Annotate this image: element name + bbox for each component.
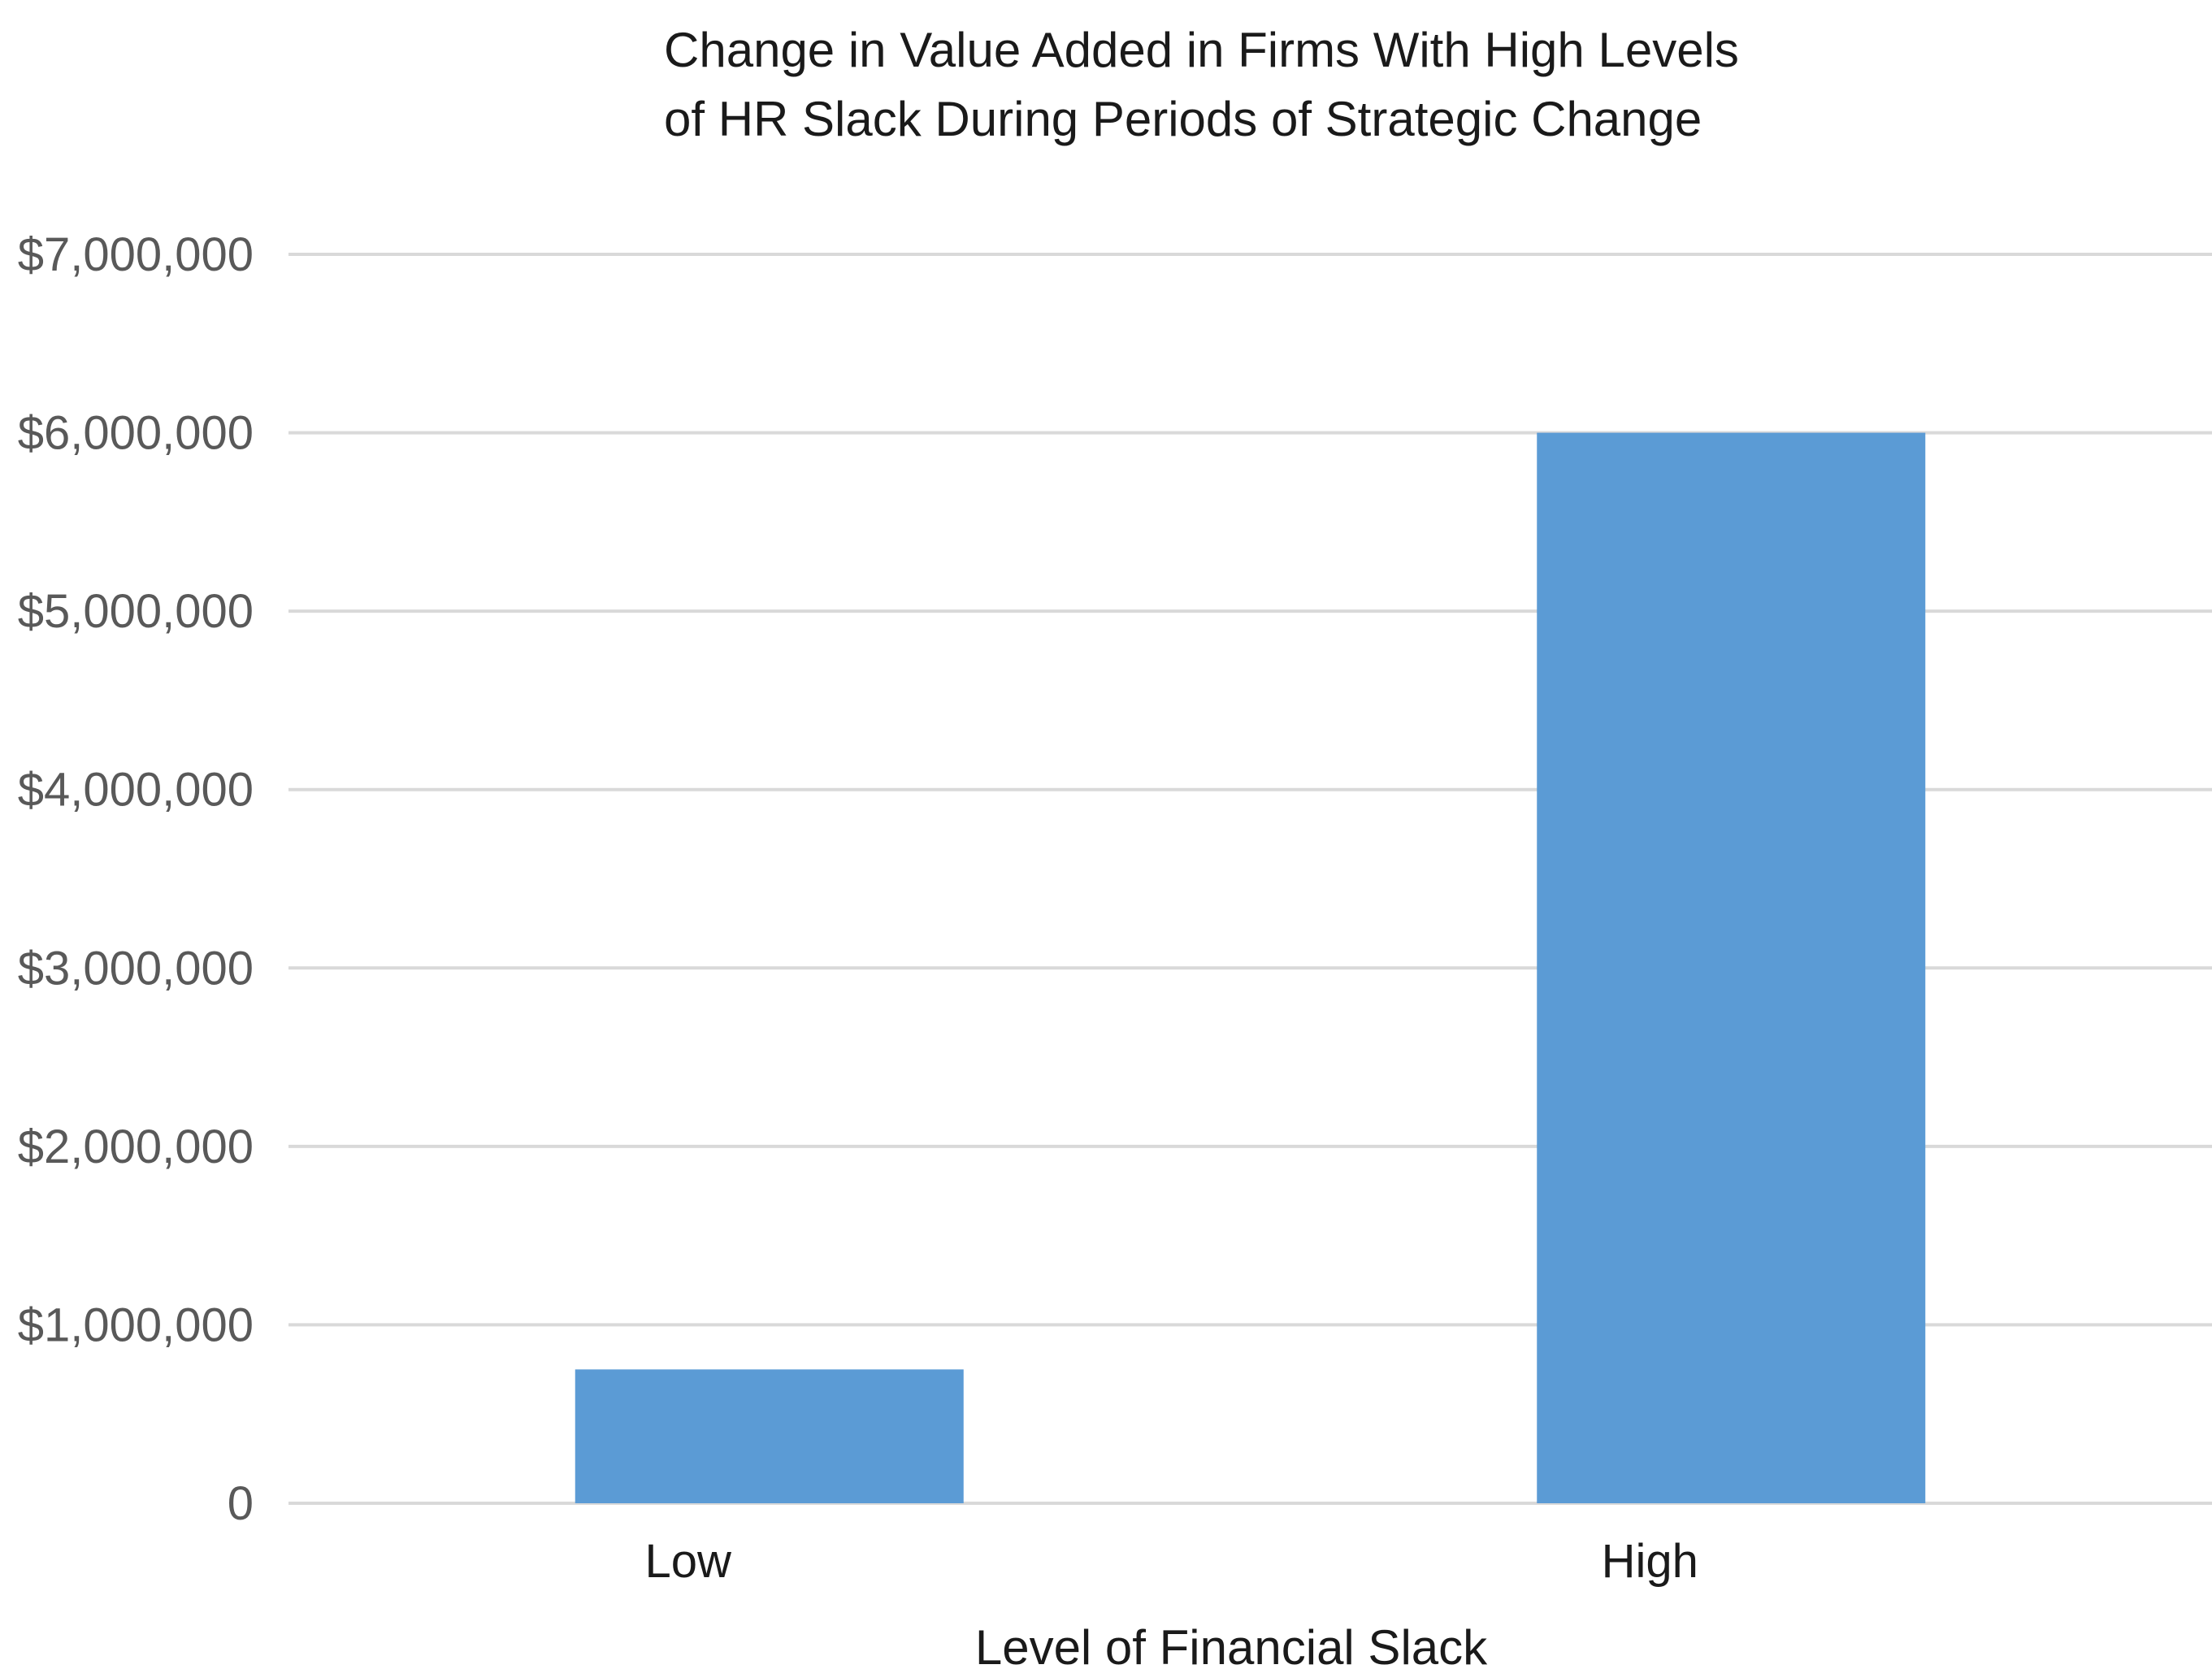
bar-high	[1537, 432, 1926, 1503]
y-tick-label: $2,000,000	[18, 1121, 254, 1173]
y-tick-label: $6,000,000	[18, 407, 254, 460]
bar-low	[575, 1369, 964, 1503]
x-tick-label-high: High	[1602, 1535, 1698, 1588]
y-tick-label: $4,000,000	[18, 764, 254, 817]
x-axis-title: Level of Financial Slack	[975, 1620, 1488, 1669]
chart-title-line-2: of HR Slack During Periods of Strategic …	[664, 92, 1702, 146]
y-tick-label: $7,000,000	[18, 228, 254, 281]
x-tick-label-low: Low	[645, 1535, 733, 1588]
gridlines	[288, 253, 2212, 1505]
y-tick-label: 0	[228, 1477, 254, 1530]
x-axis-tick-labels: Low High	[645, 1535, 1698, 1588]
y-tick-label: $1,000,000	[18, 1298, 254, 1351]
y-axis-tick-labels: 0 $1,000,000 $2,000,000 $3,000,000 $4,000,00…	[18, 228, 254, 1530]
y-tick-label: $5,000,000	[18, 585, 254, 638]
chart-title-line-1: Change in Value Added in Firms With High…	[664, 23, 1739, 77]
bars	[575, 432, 1926, 1503]
y-tick-label: $3,000,000	[18, 942, 254, 995]
